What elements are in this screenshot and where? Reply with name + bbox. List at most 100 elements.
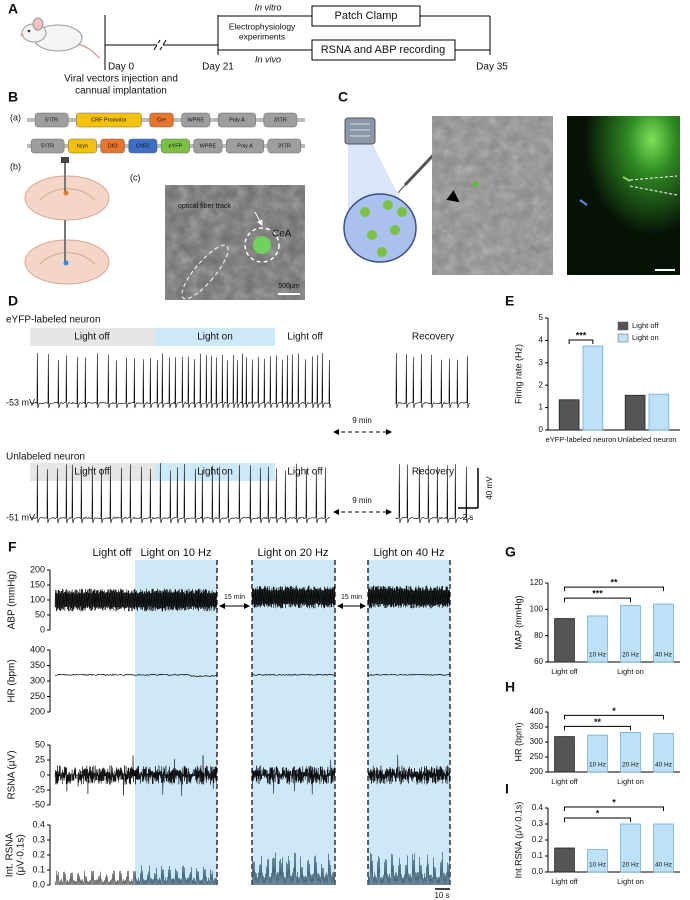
brightfield-image [432, 116, 553, 275]
x-tick-label: 20 Hz [622, 762, 639, 769]
hr-trace [367, 673, 451, 676]
y-tick-label: 25 [35, 754, 45, 764]
y-tick-label: 0.2 [32, 849, 45, 859]
int-rsna-trace [251, 852, 336, 886]
legend-swatch [617, 333, 629, 343]
label: Light on 20 Hz [258, 547, 329, 559]
panel-label: F [8, 539, 17, 555]
significance-label: * [612, 797, 616, 807]
panel-label: I [505, 781, 509, 797]
label: -53 mV [6, 397, 35, 407]
abp-trace [251, 585, 336, 609]
significance-label: ** [610, 577, 618, 587]
y-tick-label: 300 [530, 737, 544, 746]
label: Light off [287, 467, 323, 478]
bar [624, 394, 646, 431]
panel-label: A [8, 1, 18, 17]
hr-trace [251, 673, 336, 676]
y-tick-label: 350 [530, 722, 544, 731]
y-tick-label: 60 [534, 657, 543, 666]
label: In vitro [254, 2, 281, 12]
construct-element [193, 138, 223, 154]
light-on-bar [155, 463, 275, 481]
construct-element [100, 138, 125, 154]
light-on-region [252, 560, 335, 885]
y-axis-label: MAP (mmHg) [513, 595, 523, 649]
construct-element [128, 138, 158, 154]
histology-image [165, 185, 305, 300]
membrane-trace [29, 463, 331, 524]
label: 5'ITR [45, 117, 58, 123]
y-tick-label: 50 [35, 609, 45, 619]
y-tick-label: 0.2 [532, 835, 544, 844]
label: In vivo [255, 54, 281, 64]
group-label: Light on [617, 667, 644, 676]
bar [653, 603, 674, 663]
membrane-trace [29, 352, 332, 409]
y-tick-label: 0.1 [532, 851, 544, 860]
y-tick-label: 50 [35, 739, 45, 749]
y-tick-label: 5 [539, 313, 544, 322]
legend-label: Light on [632, 333, 659, 342]
legend-label: Light off [632, 321, 659, 330]
label: RSNA and ABP recording [321, 44, 446, 56]
label: DIO [108, 143, 119, 149]
bar [620, 823, 641, 873]
x-tick-label: Unlabeled neuron [617, 435, 676, 444]
y-tick-label: 300 [30, 675, 45, 685]
y-axis-label: Int. RSNA [5, 832, 16, 877]
rsna-box [311, 39, 456, 61]
label: Light off [287, 332, 323, 343]
y-tick-label: 4 [539, 336, 544, 345]
y-axis-label: Firing rate (Hz) [513, 344, 523, 404]
label: Day 0 [108, 62, 135, 73]
membrane-trace [394, 352, 471, 409]
label: Viral vectors injection and [64, 74, 178, 85]
y-axis-label: HR (bpm) [513, 722, 523, 761]
significance-label: *** [592, 588, 603, 598]
label: 9 min [352, 416, 372, 425]
panel-label: C [338, 89, 348, 105]
construct-element [267, 138, 302, 154]
label: WPRE [200, 143, 217, 149]
construct-element [225, 138, 265, 154]
label: Poly A [229, 117, 245, 123]
significance-bracket [564, 725, 631, 731]
label: 15 min [341, 594, 362, 601]
y-axis-label: ABP (mmHg) [7, 571, 18, 630]
x-tick-label: 10 Hz [589, 862, 606, 869]
abp-trace [54, 588, 217, 612]
hr-trace [54, 673, 218, 678]
bar [554, 847, 575, 873]
x-tick-label: 40 Hz [655, 652, 672, 659]
panel-label: G [505, 544, 516, 560]
bar [582, 345, 604, 431]
label: Recovery [412, 332, 454, 343]
y-tick-label: 2 [539, 380, 544, 389]
gap-label-bg [219, 590, 250, 602]
patch-box [311, 5, 421, 27]
bar [558, 399, 580, 431]
label: 40 mV [485, 476, 494, 500]
label: Day 35 [476, 62, 508, 73]
label: 9 min [352, 496, 372, 505]
significance-bracket [564, 806, 664, 811]
label: WPRE [188, 117, 205, 123]
label: Unlabeled neuron [6, 452, 85, 463]
x-tick-label: 40 Hz [655, 862, 672, 869]
bar [648, 393, 670, 431]
bar [587, 734, 608, 773]
y-tick-label: -25 [32, 784, 45, 794]
label: (a) [10, 112, 21, 122]
label: CeA [272, 229, 292, 240]
brain-illustration [24, 157, 110, 285]
label: ChR2 [136, 143, 150, 149]
label: 15 min [224, 594, 245, 601]
label: (c) [130, 172, 141, 182]
label: 3'ITR [274, 117, 287, 123]
x-tick-label: eYFP-labeled neuron [546, 435, 617, 444]
bar [587, 615, 608, 663]
significance-bracket [564, 817, 631, 822]
label: Cre [157, 117, 166, 123]
